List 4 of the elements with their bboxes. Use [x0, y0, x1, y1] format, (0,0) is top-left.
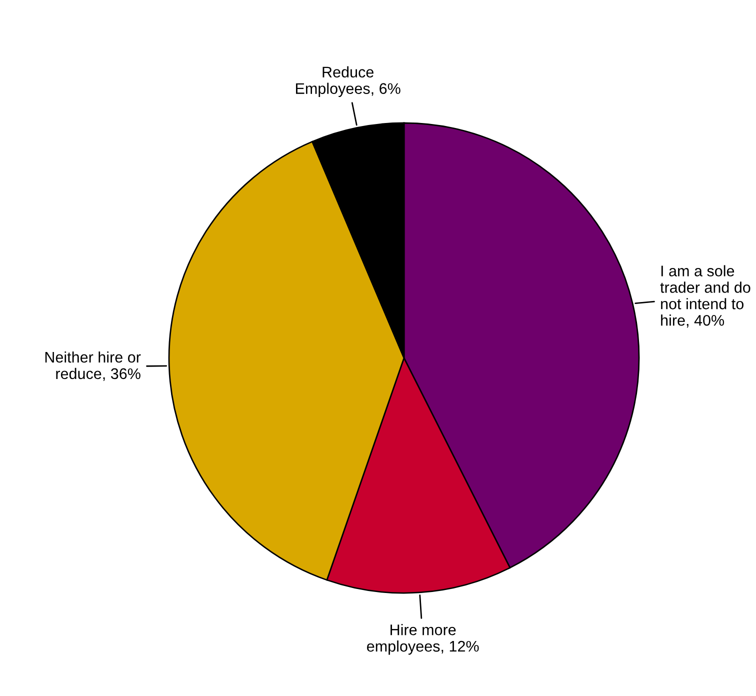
slice-label: Reduce Employees, 6%: [296, 66, 400, 97]
slice-label: Neither hire or reduce, 36%: [45, 351, 141, 381]
slice-label: I am a sole trader and do not intend to hire, 40%: [660, 265, 750, 328]
slice-label: Hire more employees, 12%: [367, 624, 479, 655]
